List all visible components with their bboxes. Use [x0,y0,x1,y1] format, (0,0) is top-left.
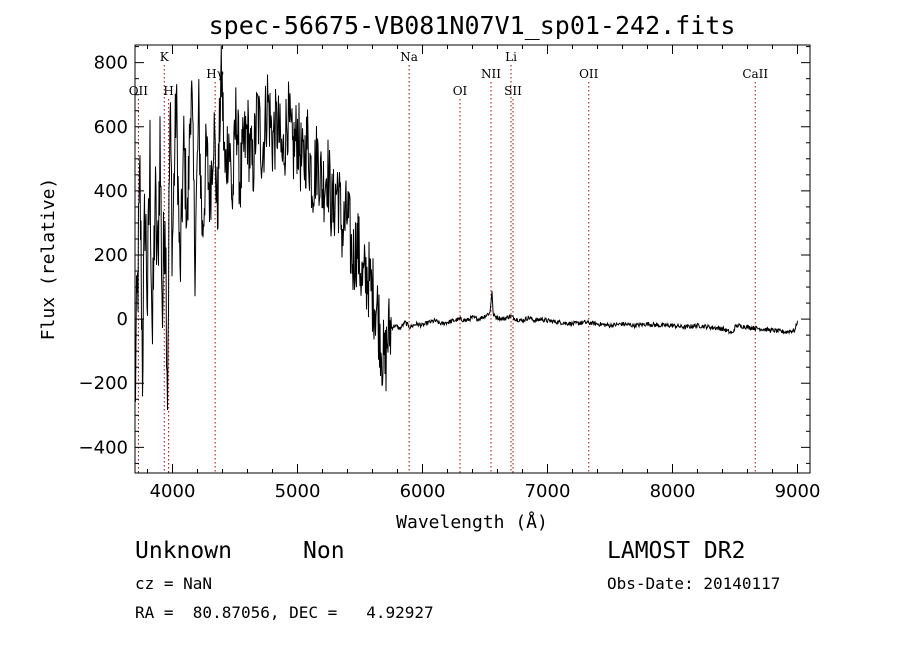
x-tick-label: 8000 [650,481,696,502]
x-tick-label: 6000 [400,481,446,502]
y-tick-label: 200 [94,245,128,266]
line-marker-label: K [160,50,170,64]
line-marker-label: OII [579,67,599,81]
axis-ticks: 4000 5000 6000 7000 8000 9000 −400 −200 0 200 400 6… [79,45,821,502]
ra-dec-coords: RA = 80.87056, DEC = 4.92927 [135,603,434,622]
line-marker-label: OI [453,84,468,98]
line-marker-label: SII [504,84,522,98]
y-tick-label: −200 [79,373,128,394]
object-subclass: Non [303,538,345,564]
line-marker-label: H [163,84,173,98]
line-marker-label: CaII [742,67,768,81]
object-class: Unknown [135,538,232,564]
line-marker-label: Na [400,50,418,64]
y-tick-label: 0 [117,309,128,330]
x-tick-label: 5000 [275,481,321,502]
y-tick-label: −400 [79,437,128,458]
line-marker-label: OII [129,84,149,98]
survey-name: LAMOST DR2 [607,538,746,564]
spectrum-series [134,45,798,411]
x-tick-label: 7000 [525,481,571,502]
obs-date: Obs-Date: 20140117 [607,574,781,593]
emission-line-markers: OII K H Hγ Na OI NII Li SII OII CaII [129,50,768,473]
y-tick-label: 400 [94,181,128,202]
x-tick-label: 9000 [775,481,821,502]
y-tick-label: 600 [94,117,128,138]
chart-title: spec-56675-VB081N07V1_sp01-242.fits [209,11,736,40]
line-marker-label: Li [505,50,517,64]
y-axis-label: Flux (relative) [38,178,59,341]
x-axis-label: Wavelength (Å) [396,511,548,533]
y-tick-label: 800 [94,53,128,74]
redshift-cz: cz = NaN [135,574,213,593]
x-tick-label: 4000 [150,481,196,502]
line-marker-label: Hγ [206,67,224,81]
line-marker-label: NII [481,67,501,81]
spectrum-line [134,45,798,411]
